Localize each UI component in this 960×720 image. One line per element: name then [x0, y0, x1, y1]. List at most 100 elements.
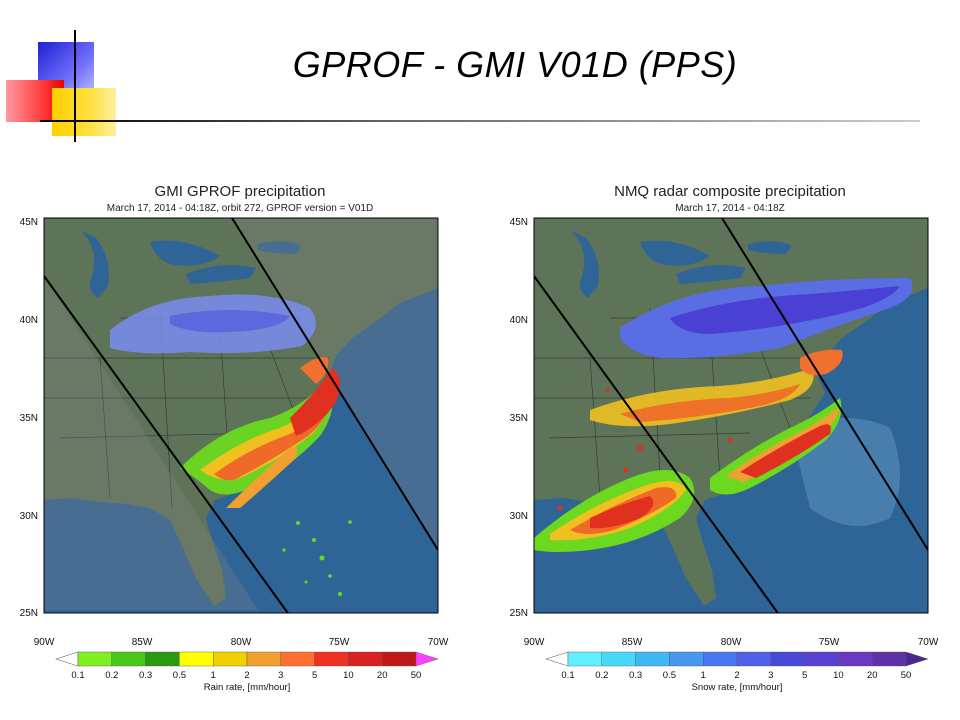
swath-mask	[44, 276, 258, 610]
latitude-ticks: 45N 40N 35N 30N 25N	[20, 217, 38, 619]
colorbar-tick-label: 5	[802, 670, 807, 681]
snow-band	[670, 286, 900, 334]
colorbar-tick-label: 2	[734, 670, 739, 681]
map-area	[534, 218, 928, 613]
gprof-map-panel: GMI GPROF precipitation March 17, 2014 -…	[0, 178, 450, 698]
rain-band	[214, 396, 330, 481]
colorbar-tick-label: 50	[901, 670, 912, 681]
decorative-vertical-line	[74, 30, 76, 142]
rain-rate-colorbar: 0.1 0.2 0.3 0.5 1 2 3 5 10 20 50 Rain rate, [mm/hou…	[55, 651, 439, 693]
great-lake	[80, 230, 109, 298]
colorbar-swatch	[635, 651, 670, 667]
decorative-yellow-square	[52, 88, 116, 136]
great-lake	[186, 265, 256, 284]
colorbar-tick-label: 0.5	[663, 670, 676, 681]
colorbar-swatch	[838, 651, 873, 667]
swath-edge-east	[721, 218, 928, 551]
colorbar-over-arrow	[905, 651, 929, 667]
lat-tick: 25N	[20, 608, 38, 619]
great-lake	[748, 241, 792, 254]
lon-tick: 90W	[524, 637, 545, 648]
panel-subtitle: March 17, 2014 - 04:18Z	[675, 203, 785, 214]
colorbar-swatch	[348, 651, 383, 667]
colorbar-swatch	[280, 651, 315, 667]
lat-tick: 30N	[20, 511, 38, 522]
colorbar-tick-label: 2	[244, 670, 249, 681]
rain-band	[590, 496, 654, 529]
lon-tick: 85W	[622, 637, 643, 648]
swath-edge-east	[231, 218, 438, 551]
colorbar-swatch	[145, 651, 180, 667]
colorbar-tick-label: 1	[701, 670, 706, 681]
lon-tick: 80W	[721, 637, 742, 648]
panel-subtitle: March 17, 2014 - 04:18Z, orbit 272, GPRO…	[107, 203, 374, 214]
colorbar-swatch	[872, 651, 907, 667]
colorbar-under-arrow	[545, 651, 569, 667]
colorbar-tick-label: 1	[211, 670, 216, 681]
colorbar-swatch	[770, 651, 805, 667]
lat-tick: 40N	[20, 315, 38, 326]
colorbar-swatch	[111, 651, 146, 667]
scattered-showers	[557, 388, 733, 511]
snow-rate-colorbar: 0.1 0.2 0.3 0.5 1 2 3 5 10 20 50 Snow rate, [mm/hou…	[545, 651, 929, 693]
colorbar-tick-label: 3	[768, 670, 773, 681]
nmq-map-panel: NMQ radar composite precipitation March …	[490, 178, 940, 698]
colorbar-tick-label: 10	[833, 670, 844, 681]
colorbar-swatch	[702, 651, 738, 667]
colorbar-swatch	[736, 651, 771, 667]
rain-band	[200, 388, 329, 480]
title-underline	[40, 120, 920, 122]
colorbar-tick-label: 0.2	[595, 670, 608, 681]
lat-tick: 40N	[510, 315, 528, 326]
longitude-ticks: 90W 85W 80W 75W 70W	[34, 637, 449, 648]
lat-tick: 45N	[510, 217, 528, 228]
colorbar-tick-label: 0.1	[561, 670, 574, 681]
great-lake	[258, 241, 302, 254]
lat-tick: 25N	[510, 608, 528, 619]
lon-tick: 75W	[819, 637, 840, 648]
colorbar-swatch	[314, 651, 349, 667]
colorbar-label: Snow rate, [mm/hour]	[692, 682, 783, 693]
snow-band	[170, 310, 290, 333]
colorbar-tick-label: 50	[411, 670, 422, 681]
swath-edge-west	[44, 275, 290, 613]
colorbar-swatch	[179, 651, 214, 667]
panel-title: GMI GPROF precipitation	[155, 183, 326, 200]
panel-title: NMQ radar composite precipitation	[614, 183, 846, 200]
swath-edge-west	[534, 275, 780, 613]
lon-tick: 85W	[132, 637, 153, 648]
colorbar-swatch	[567, 651, 602, 667]
colorbar-tick-label: 0.2	[105, 670, 118, 681]
map-area	[44, 218, 438, 613]
lat-tick: 45N	[20, 217, 38, 228]
colorbar-swatch	[246, 651, 281, 667]
colorbar-tick-label: 0.5	[173, 670, 186, 681]
lon-tick: 90W	[34, 637, 55, 648]
lon-tick: 70W	[428, 637, 449, 648]
rain-band	[800, 349, 843, 376]
rain-band	[226, 447, 298, 508]
colorbar-tick-label: 5	[312, 670, 317, 681]
lat-tick: 35N	[510, 413, 528, 424]
colorbar-tick-label: 3	[278, 670, 283, 681]
colorbar-swatch	[77, 651, 112, 667]
colorbar-swatch	[669, 651, 704, 667]
lon-tick: 80W	[231, 637, 252, 648]
colorbar-over-arrow	[415, 651, 439, 667]
lon-tick: 70W	[918, 637, 939, 648]
lat-tick: 30N	[510, 511, 528, 522]
colorbar-tick-label: 0.3	[139, 670, 152, 681]
colorbar-tick-label: 20	[377, 670, 388, 681]
great-lake	[150, 240, 220, 266]
lon-tick: 75W	[329, 637, 350, 648]
colorbar-swatch	[804, 651, 839, 667]
rain-band	[290, 368, 341, 436]
slide-title: GPROF - GMI V01D (PPS)	[292, 44, 738, 85]
lat-tick: 35N	[20, 413, 38, 424]
colorbar-swatch	[382, 651, 417, 667]
colorbar-label: Rain rate, [mm/hour]	[204, 682, 291, 693]
colorbar-swatch	[212, 651, 248, 667]
colorbar-swatch	[601, 651, 636, 667]
rain-band	[740, 424, 831, 478]
scattered-showers	[282, 520, 352, 596]
